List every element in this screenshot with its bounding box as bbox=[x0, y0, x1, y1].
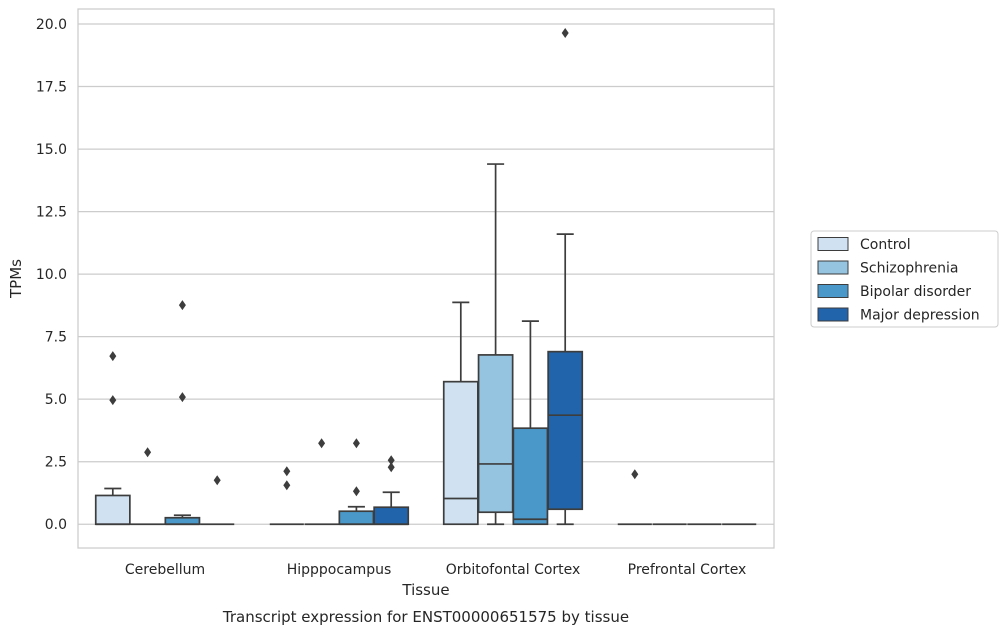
outlier-point bbox=[387, 455, 395, 466]
y-tick-label: 15.0 bbox=[36, 142, 67, 158]
outlier-point bbox=[283, 466, 291, 477]
y-tick-labels: 0.0 2.5 5.0 7.5 10.0 12.5 15.0 17.5 20.0 bbox=[36, 17, 67, 533]
outlier-point bbox=[144, 447, 152, 458]
box-group bbox=[94, 351, 131, 526]
outlier-point bbox=[561, 28, 569, 39]
plot-frame bbox=[77, 8, 775, 549]
box-iqr bbox=[94, 494, 131, 526]
y-axis-title: TPMs bbox=[7, 259, 25, 299]
plot-background bbox=[78, 9, 774, 548]
x-tick-labels: Cerebellum Hipppocampus Orbitofontal Corte… bbox=[125, 562, 746, 578]
x-tick-label: Cerebellum bbox=[125, 562, 205, 578]
outlier-point bbox=[318, 438, 326, 449]
legend-label: Major depression bbox=[860, 308, 980, 324]
box-iqr bbox=[442, 380, 479, 526]
y-tick-label: 20.0 bbox=[36, 17, 67, 33]
outlier-point bbox=[283, 480, 291, 491]
legend-swatch bbox=[817, 237, 849, 251]
box-group bbox=[442, 301, 479, 526]
box-iqr bbox=[547, 350, 584, 511]
outlier-point bbox=[109, 351, 117, 362]
box-group bbox=[373, 455, 410, 526]
box-group bbox=[130, 447, 165, 526]
outlier-point bbox=[352, 486, 360, 497]
legend-label: Bipolar disorder bbox=[860, 284, 971, 300]
y-tick-label: 7.5 bbox=[45, 330, 67, 346]
x-tick-label: Prefrontal Cortex bbox=[628, 562, 747, 578]
grid-lines bbox=[78, 23, 774, 525]
x-axis-title: Tissue bbox=[401, 581, 449, 599]
y-tick-label: 17.5 bbox=[36, 80, 67, 96]
box-iqr bbox=[373, 506, 410, 526]
legend-swatch bbox=[817, 284, 849, 298]
outlier-point bbox=[352, 438, 360, 449]
y-tick-label: 0.0 bbox=[45, 517, 67, 533]
x-tick-label: Orbitofontal Cortex bbox=[446, 562, 581, 578]
chart-caption: Transcript expression for ENST0000065157… bbox=[222, 608, 629, 626]
box-iqr bbox=[338, 510, 375, 526]
outlier-point bbox=[178, 392, 186, 403]
outlier-point bbox=[178, 300, 186, 311]
legend-swatch bbox=[817, 307, 849, 322]
outlier-point bbox=[631, 469, 639, 480]
y-tick-label: 10.0 bbox=[36, 267, 67, 283]
box-iqr bbox=[164, 516, 201, 526]
box-group bbox=[304, 438, 339, 526]
y-tick-label: 2.5 bbox=[45, 455, 67, 471]
x-tick-label: Hipppocampus bbox=[287, 562, 392, 578]
outlier-point bbox=[213, 475, 221, 486]
legend: Control Schizophrenia Bipolar disorder Majo… bbox=[810, 230, 999, 328]
outlier-point bbox=[387, 462, 395, 473]
legend-swatch bbox=[817, 260, 849, 275]
box-group bbox=[617, 469, 652, 526]
box-iqr bbox=[477, 354, 514, 514]
box-iqr bbox=[512, 427, 549, 526]
boxes-layer bbox=[94, 28, 757, 526]
legend-label: Schizophrenia bbox=[860, 261, 958, 277]
legend-frame bbox=[810, 230, 999, 328]
box-group bbox=[164, 300, 201, 526]
box-group bbox=[269, 466, 304, 526]
y-tick-label: 12.5 bbox=[36, 205, 67, 221]
outlier-point bbox=[109, 395, 117, 406]
box-group bbox=[547, 28, 584, 526]
y-tick-label: 5.0 bbox=[45, 392, 67, 408]
box-group bbox=[200, 475, 235, 526]
legend-label: Control bbox=[860, 237, 911, 253]
